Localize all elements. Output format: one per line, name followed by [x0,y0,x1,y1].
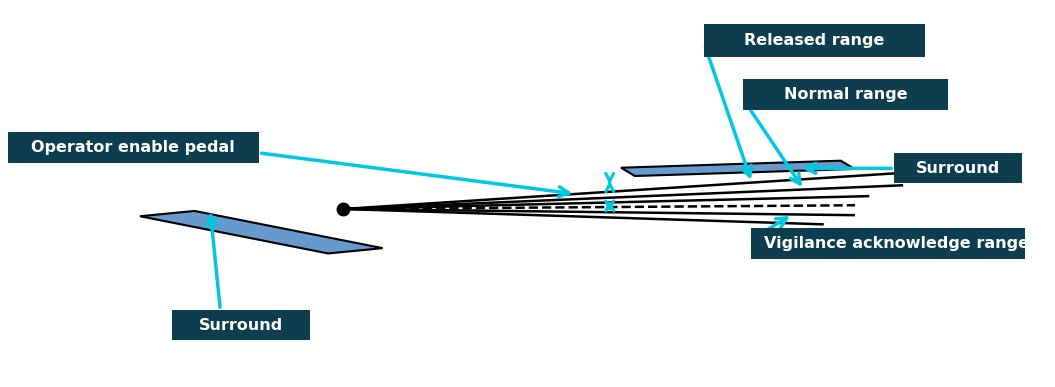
Text: Normal range: Normal range [784,87,907,102]
Text: Surround: Surround [198,318,283,332]
FancyBboxPatch shape [7,132,258,163]
FancyBboxPatch shape [172,310,310,340]
FancyBboxPatch shape [743,79,947,110]
Text: Surround: Surround [916,161,1000,176]
Polygon shape [621,161,855,176]
FancyBboxPatch shape [894,153,1022,183]
Text: Operator enable pedal: Operator enable pedal [32,140,235,154]
Polygon shape [140,211,383,253]
FancyBboxPatch shape [750,228,1042,259]
Text: Vigilance acknowledge range: Vigilance acknowledge range [764,236,1029,251]
FancyBboxPatch shape [705,24,925,57]
Text: Released range: Released range [745,33,885,48]
